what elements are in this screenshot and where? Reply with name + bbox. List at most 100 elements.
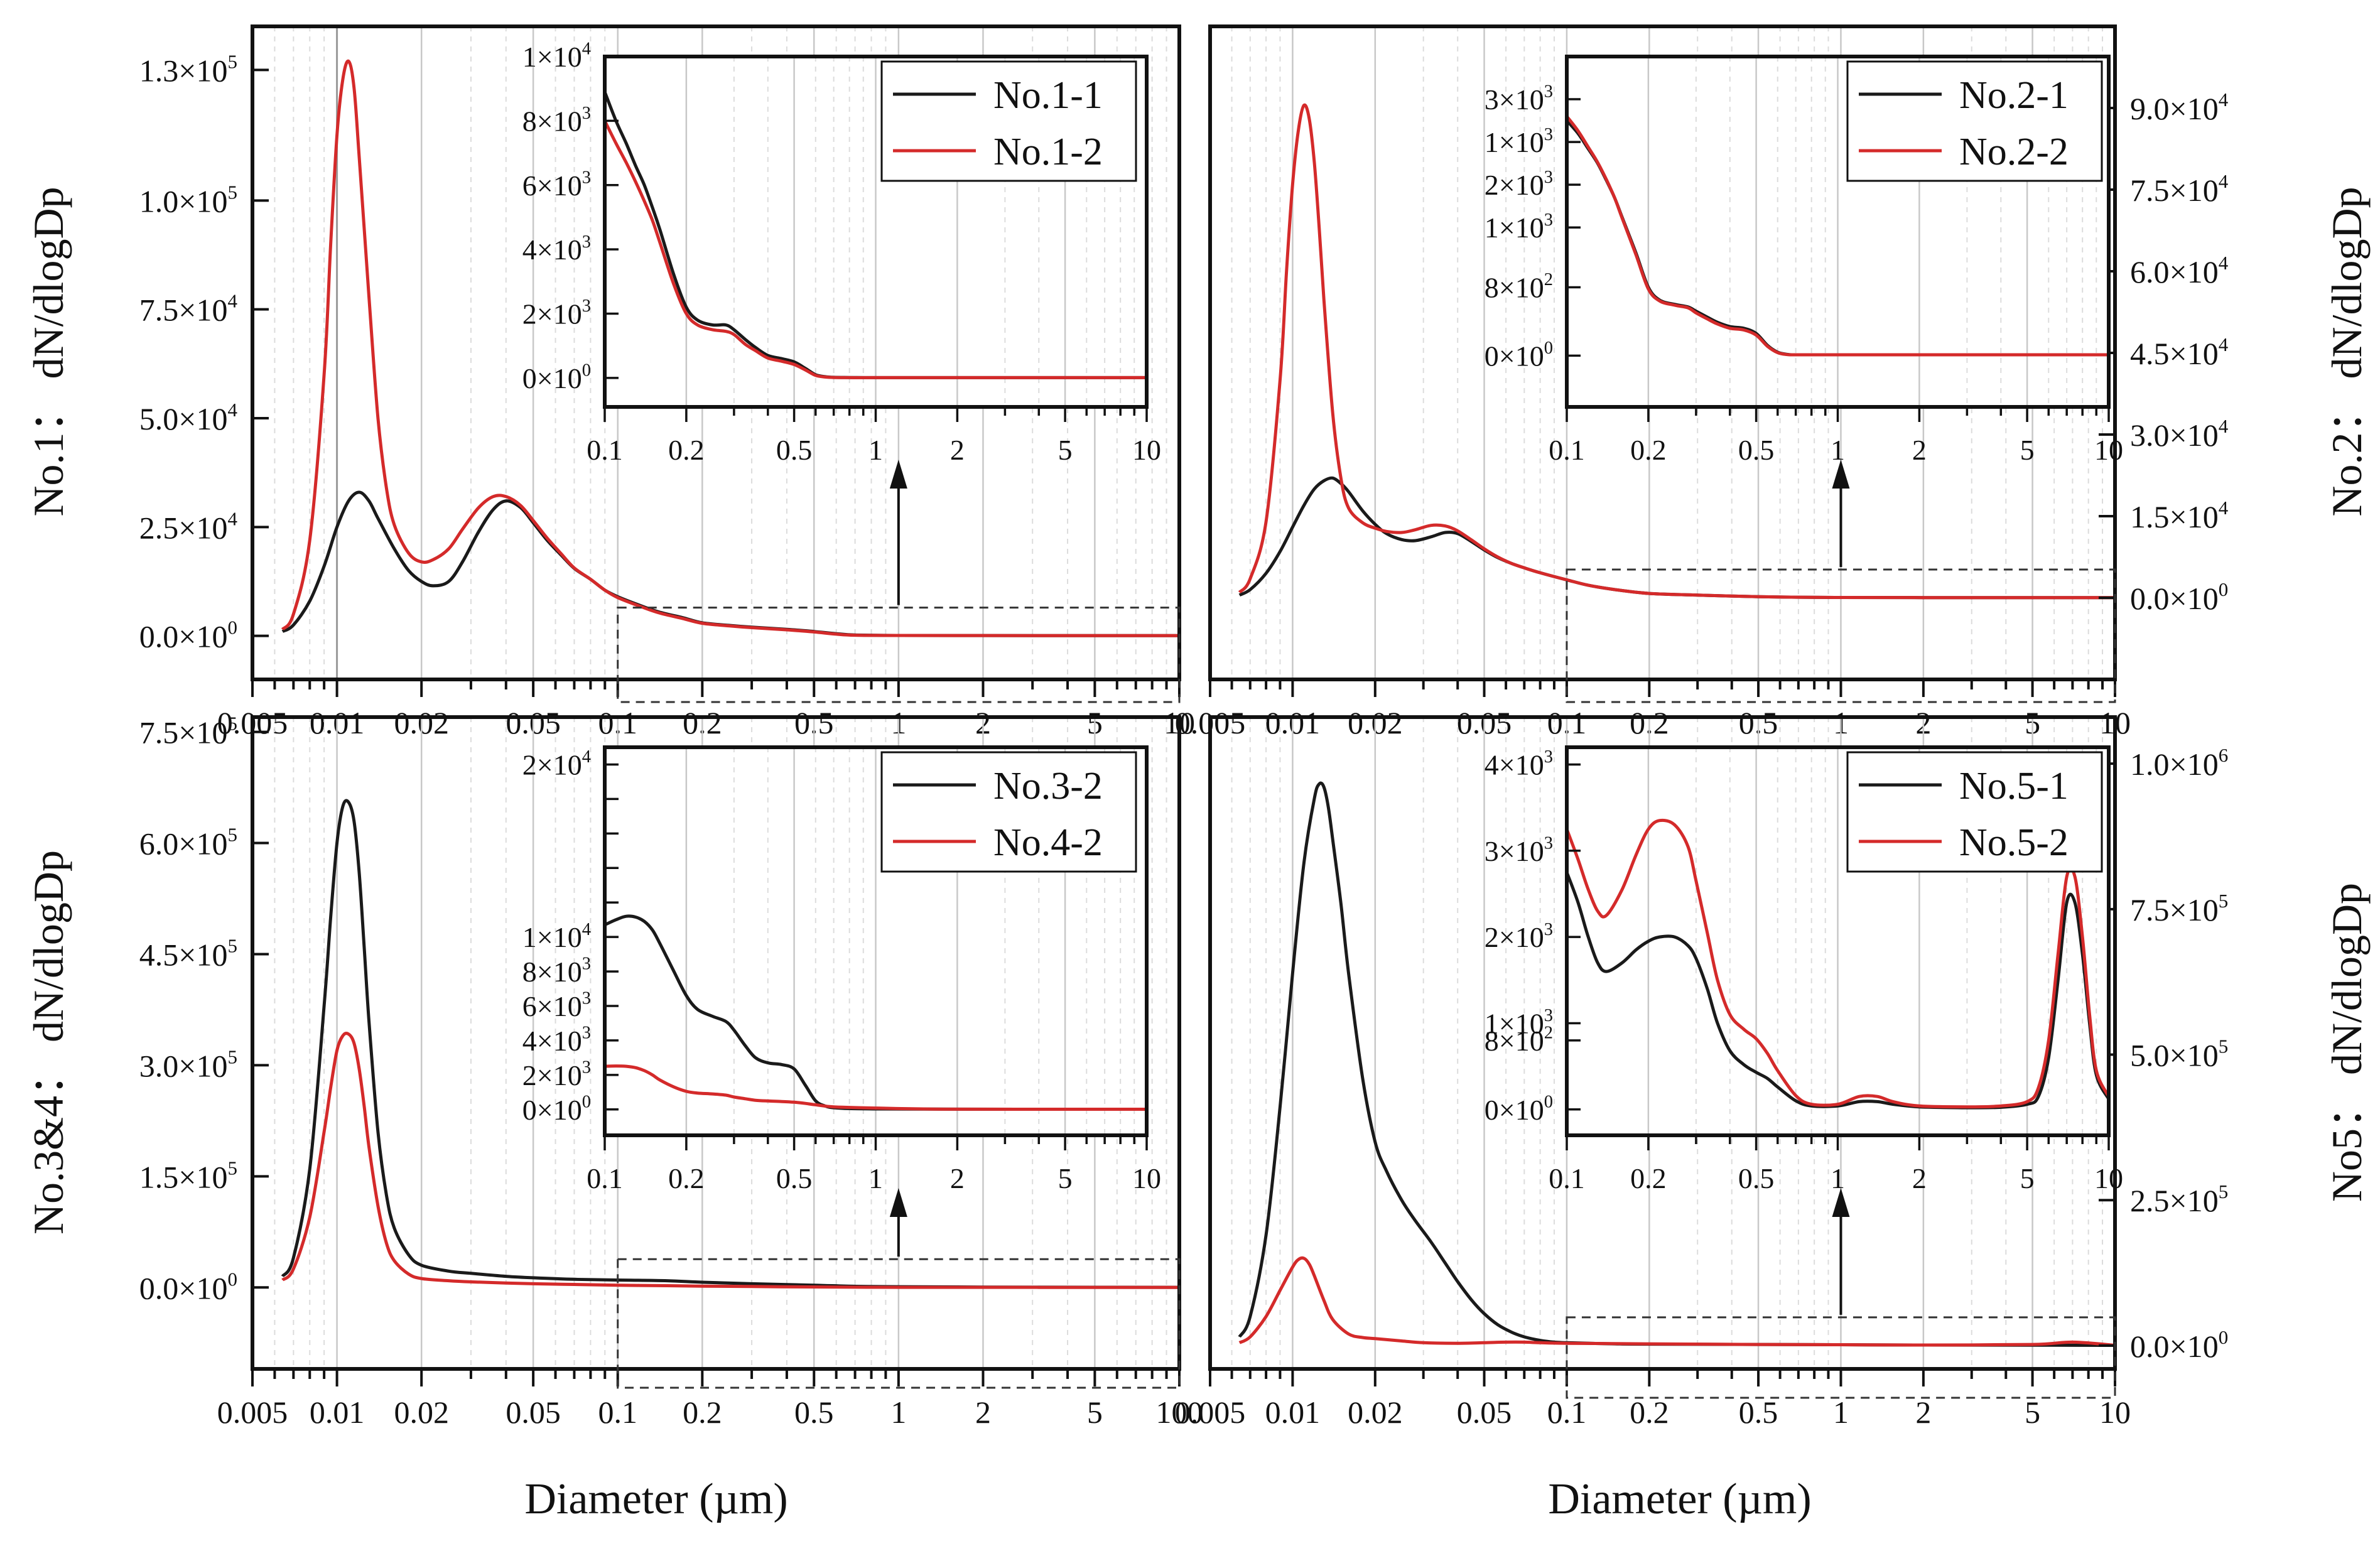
inset-y-tick-label: 2×103 <box>1485 168 1553 201</box>
y-tick-label: 0.0×100 <box>139 1268 237 1305</box>
y-axis: 0.0×100 1.5×105 3.0×105 4.5×105 6.0×105 7.5×1… <box>139 713 269 1305</box>
x-tick-label: 10 <box>2099 1395 2131 1430</box>
plot-frame <box>251 715 1181 1371</box>
x-tick-label: 0.02 <box>394 1395 449 1430</box>
y-axis-label: No.2： dN/dlogDp <box>2323 186 2371 516</box>
inset-x-tick-label: 1 <box>1831 1162 1845 1194</box>
inset-x-tick-label: 0.5 <box>776 434 813 466</box>
zoom-region-box <box>617 607 1181 703</box>
inset-x-tick-label: 2 <box>950 434 965 466</box>
y-tick-label: 4.5×104 <box>2130 333 2229 371</box>
inset-y-tick-label: 0×100 <box>522 361 591 394</box>
y-axis-label: No.3&4： dN/dlogDp <box>24 850 72 1235</box>
zoom-arrow-head <box>1832 1188 1850 1217</box>
inset-y-tick-label: 0×100 <box>1485 338 1553 372</box>
y-tick-label: 5.0×105 <box>2130 1035 2228 1073</box>
y-tick-label: 3.0×105 <box>139 1046 237 1083</box>
legend-label-No.2-2: No.2-2 <box>1959 131 2069 173</box>
inset-x-tick-label: 5 <box>1058 1162 1073 1194</box>
x-tick-label: 1 <box>890 1395 906 1430</box>
inset-series-line-No.2-2 <box>1566 115 2109 357</box>
legend: No.3-2 No.4-2 <box>880 751 1137 873</box>
x-axis-label-left: Diameter (µm) <box>524 1475 787 1523</box>
legend: No.5-1 No.5-2 <box>1846 751 2103 873</box>
x-tick-label: 0.5 <box>1739 1395 1778 1430</box>
y-axis-label: No.1： dN/dlogDp <box>24 186 72 516</box>
inset-x-tick-label: 0.2 <box>668 434 705 466</box>
inset-y-tick-label: 4×103 <box>522 1024 591 1057</box>
x-tick-label: 0.1 <box>1547 1395 1587 1430</box>
y-tick-label: 5.0×104 <box>139 399 238 436</box>
inset-y-tick-label: 6×103 <box>522 168 591 201</box>
inset-x-tick-label: 2 <box>950 1162 965 1194</box>
inset-x-tick-label: 0.5 <box>1738 1162 1775 1194</box>
legend: No.1-1 No.1-2 <box>880 60 1137 182</box>
inset-x-tick-label: 0.1 <box>587 434 623 466</box>
inset-x-tick-label: 1 <box>868 1162 883 1194</box>
panel-bottom-left: 0.005 0.01 0.02 0.05 0.1 0.2 0.5 1 2 5 100 0.0×100 1… <box>24 713 1203 1430</box>
legend-box <box>880 751 1137 873</box>
y-tick-label: 1.3×105 <box>139 50 237 88</box>
y-tick-label: 0.0×100 <box>2130 1326 2228 1364</box>
x-tick-label: 1 <box>1833 1395 1849 1430</box>
inset-y-tick-label: 1×104 <box>522 920 591 953</box>
inset-x-tick-label: 1 <box>868 434 883 466</box>
inset-x-tick-label: 5 <box>2020 434 2035 466</box>
legend-label-No.5-2: No.5-2 <box>1959 821 2069 864</box>
plot-frame <box>1208 715 2117 1371</box>
y-axis: 0.0×100 1.5×104 3.0×104 4.5×104 6.0×104 7.5×1… <box>2099 89 2229 616</box>
inset-x-tick-label: 10 <box>2094 1162 2123 1194</box>
y-tick-label: 7.5×105 <box>2130 890 2228 927</box>
y-tick-label: 6.0×105 <box>139 824 237 862</box>
inset-series-line-No.1-2 <box>603 120 1147 379</box>
inset-y-tick-label: 8×103 <box>522 104 591 137</box>
y-axis: 0.0×100 2.5×104 5.0×104 7.5×104 1.0×105 1.3×1… <box>139 50 269 654</box>
y-axis-label: No5： dN/dlogDp <box>2323 883 2371 1202</box>
inset-y-tick-label: 1×103 <box>1485 210 1553 244</box>
x-tick-label: 0.005 <box>1175 1395 1246 1430</box>
legend-box <box>880 60 1137 182</box>
inset-x-tick-label: 0.2 <box>1630 1162 1667 1194</box>
inset-y-tick-label: 3×103 <box>1485 833 1553 867</box>
y-tick-label: 1.0×106 <box>2130 744 2228 782</box>
x-axis: 0.005 0.01 0.02 0.05 0.1 0.2 0.5 1 2 5 100 <box>217 1369 1203 1430</box>
y-tick-label: 2.5×105 <box>2130 1181 2228 1218</box>
legend-label-No.1-1: No.1-1 <box>993 74 1103 117</box>
inset-x-tick-label: 0.1 <box>1549 434 1585 466</box>
inset-y-tick-label: 1×103 <box>1485 125 1553 158</box>
y-tick-label: 9.0×104 <box>2130 89 2229 126</box>
inset-x-tick-label: 1 <box>1831 434 1845 466</box>
x-tick-label: 0.2 <box>1630 1395 1669 1430</box>
panel-top-right: 0.005 0.01 0.02 0.05 0.1 0.2 0.5 1 2 5 100.0×1001.… <box>1175 24 2371 740</box>
inset-x-tick-label: 0.1 <box>587 1162 623 1194</box>
inset-x-tick-label: 0.2 <box>668 1162 705 1194</box>
inset-y-tick-label: 2×103 <box>522 1058 591 1091</box>
zoom-arrow-head <box>889 1188 907 1217</box>
y-tick-label: 7.5×104 <box>2130 170 2229 208</box>
inset-y-tick-label: 8×102 <box>1485 1024 1553 1057</box>
series-line-No.4-2 <box>281 1032 1179 1289</box>
legend-label-No.5-1: No.5-1 <box>1959 765 2069 808</box>
x-tick-label: 2 <box>1915 1395 1931 1430</box>
x-tick-label: 0.005 <box>217 1395 288 1430</box>
x-tick-label: 0.01 <box>310 1395 365 1430</box>
x-tick-label: 5 <box>1087 1395 1103 1430</box>
panel-bottom-right: 0.005 0.01 0.02 0.05 0.1 0.2 0.5 1 2 5 10 0.0×100 2.… <box>1175 715 2371 1430</box>
y-tick-label: 0.0×100 <box>2130 578 2228 616</box>
inset-y-tick-label: 1×104 <box>522 40 591 73</box>
inset-y-tick-label: 2×103 <box>1485 920 1553 953</box>
zoom-region-box <box>617 1258 1181 1389</box>
y-tick-label: 4.5×105 <box>139 934 237 972</box>
x-tick-label: 0.01 <box>1265 1395 1321 1430</box>
y-tick-label: 7.5×105 <box>139 713 237 750</box>
inset-y-tick-label: 0×100 <box>522 1092 591 1125</box>
inset-x-tick-label: 5 <box>2020 1162 2035 1194</box>
series-line-No.2-2 <box>1238 103 2116 600</box>
inset-y-tick-label: 4×103 <box>1485 747 1553 781</box>
x-tick-label: 2 <box>975 1395 991 1430</box>
x-tick-label: 0.02 <box>1348 1395 1403 1430</box>
series-line-No.1-2 <box>281 59 1179 637</box>
panel-top-left: 0.005 0.01 0.02 0.05 0.1 0.2 0.5 1 2 5 100.0×1002.… <box>24 24 1195 740</box>
inset-x-tick-label: 2 <box>1912 1162 1927 1194</box>
x-tick-label: 0.1 <box>598 1395 637 1430</box>
